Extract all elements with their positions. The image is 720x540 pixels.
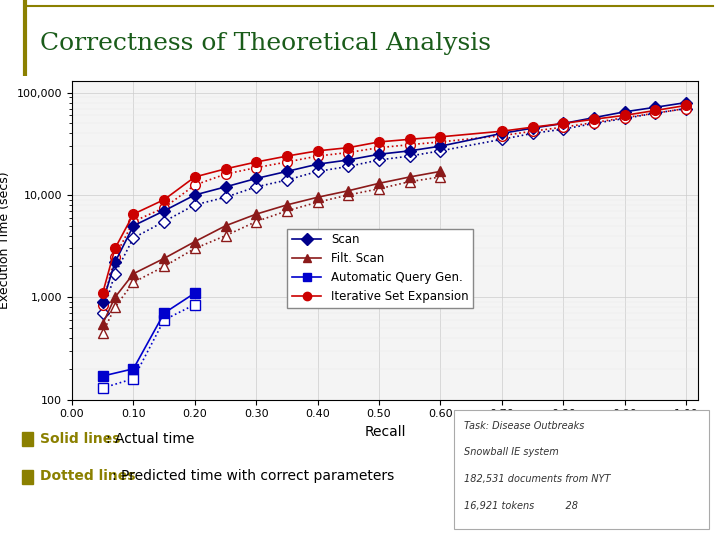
Text: Correctness of Theoretical Analysis: Correctness of Theoretical Analysis <box>40 32 490 55</box>
X-axis label: Recall: Recall <box>364 425 406 439</box>
Text: Dotted lines: Dotted lines <box>40 469 135 483</box>
Text: Task: Disease Outbreaks: Task: Disease Outbreaks <box>464 421 585 431</box>
Text: 182,531 documents from NYT: 182,531 documents from NYT <box>464 474 611 484</box>
Bar <box>22 470 33 484</box>
Bar <box>22 432 33 446</box>
Text: : Predicted time with correct parameters: : Predicted time with correct parameters <box>112 469 394 483</box>
Text: Snowball IE system: Snowball IE system <box>464 447 559 457</box>
FancyBboxPatch shape <box>454 410 709 529</box>
Text: Solid lines: Solid lines <box>40 432 120 446</box>
Legend: Scan, Filt. Scan, Automatic Query Gen., Iterative Set Expansion: Scan, Filt. Scan, Automatic Query Gen., … <box>287 228 473 308</box>
Y-axis label: Execution Time (secs): Execution Time (secs) <box>0 172 12 309</box>
Text: : Actual time: : Actual time <box>106 432 194 446</box>
Text: 16,921 tokens          28: 16,921 tokens 28 <box>464 501 578 511</box>
